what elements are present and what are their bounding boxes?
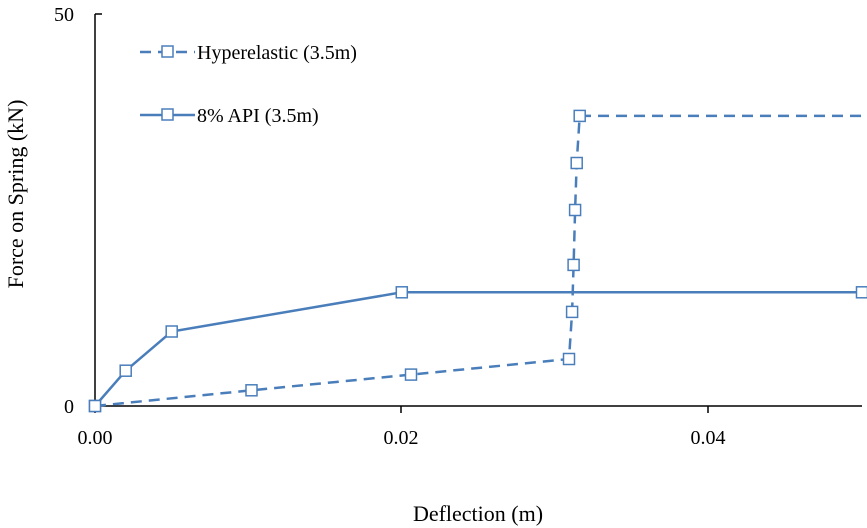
data-point-marker [404, 368, 418, 381]
series-1 [88, 286, 867, 413]
data-point-marker [567, 258, 580, 272]
data-point-marker [573, 109, 586, 123]
x-axis-title: Deflection (m) [413, 501, 543, 526]
y-tick-label: 50 [54, 4, 74, 26]
legend-square-marker [161, 45, 174, 58]
series-line [94, 291, 862, 407]
legend-item-8pct-api: 8% API (3.5m) [140, 105, 319, 127]
data-point-marker [119, 364, 132, 377]
y-axis-title: Force on Spring (kN) [3, 100, 28, 289]
data-point-marker [245, 384, 258, 397]
x-tick-label: 0.00 [78, 427, 113, 449]
data-point-marker [88, 399, 102, 413]
x-axis [94, 405, 862, 413]
legend-label: Hyperelastic (3.5m) [197, 42, 357, 64]
data-point-marker [570, 156, 583, 170]
series-line [94, 114, 862, 408]
legend-square-marker [161, 108, 174, 121]
data-point-marker [565, 305, 579, 319]
data-point-marker [562, 352, 576, 366]
y-axis [94, 13, 102, 406]
x-tick-label: 0.02 [384, 427, 419, 449]
data-point-marker [568, 203, 582, 217]
data-point-marker [395, 286, 409, 299]
legend: Hyperelastic (3.5m) 8% API (3.5m) [140, 42, 357, 127]
series-0 [88, 109, 862, 413]
plot-area [88, 109, 867, 413]
legend-label: 8% API (3.5m) [197, 105, 319, 127]
data-point-marker [855, 286, 867, 299]
legend-item-hyperelastic: Hyperelastic (3.5m) [140, 42, 357, 64]
data-point-marker [165, 325, 178, 338]
y-tick-label: 0 [64, 396, 74, 418]
x-tick-label: 0.04 [691, 427, 726, 449]
